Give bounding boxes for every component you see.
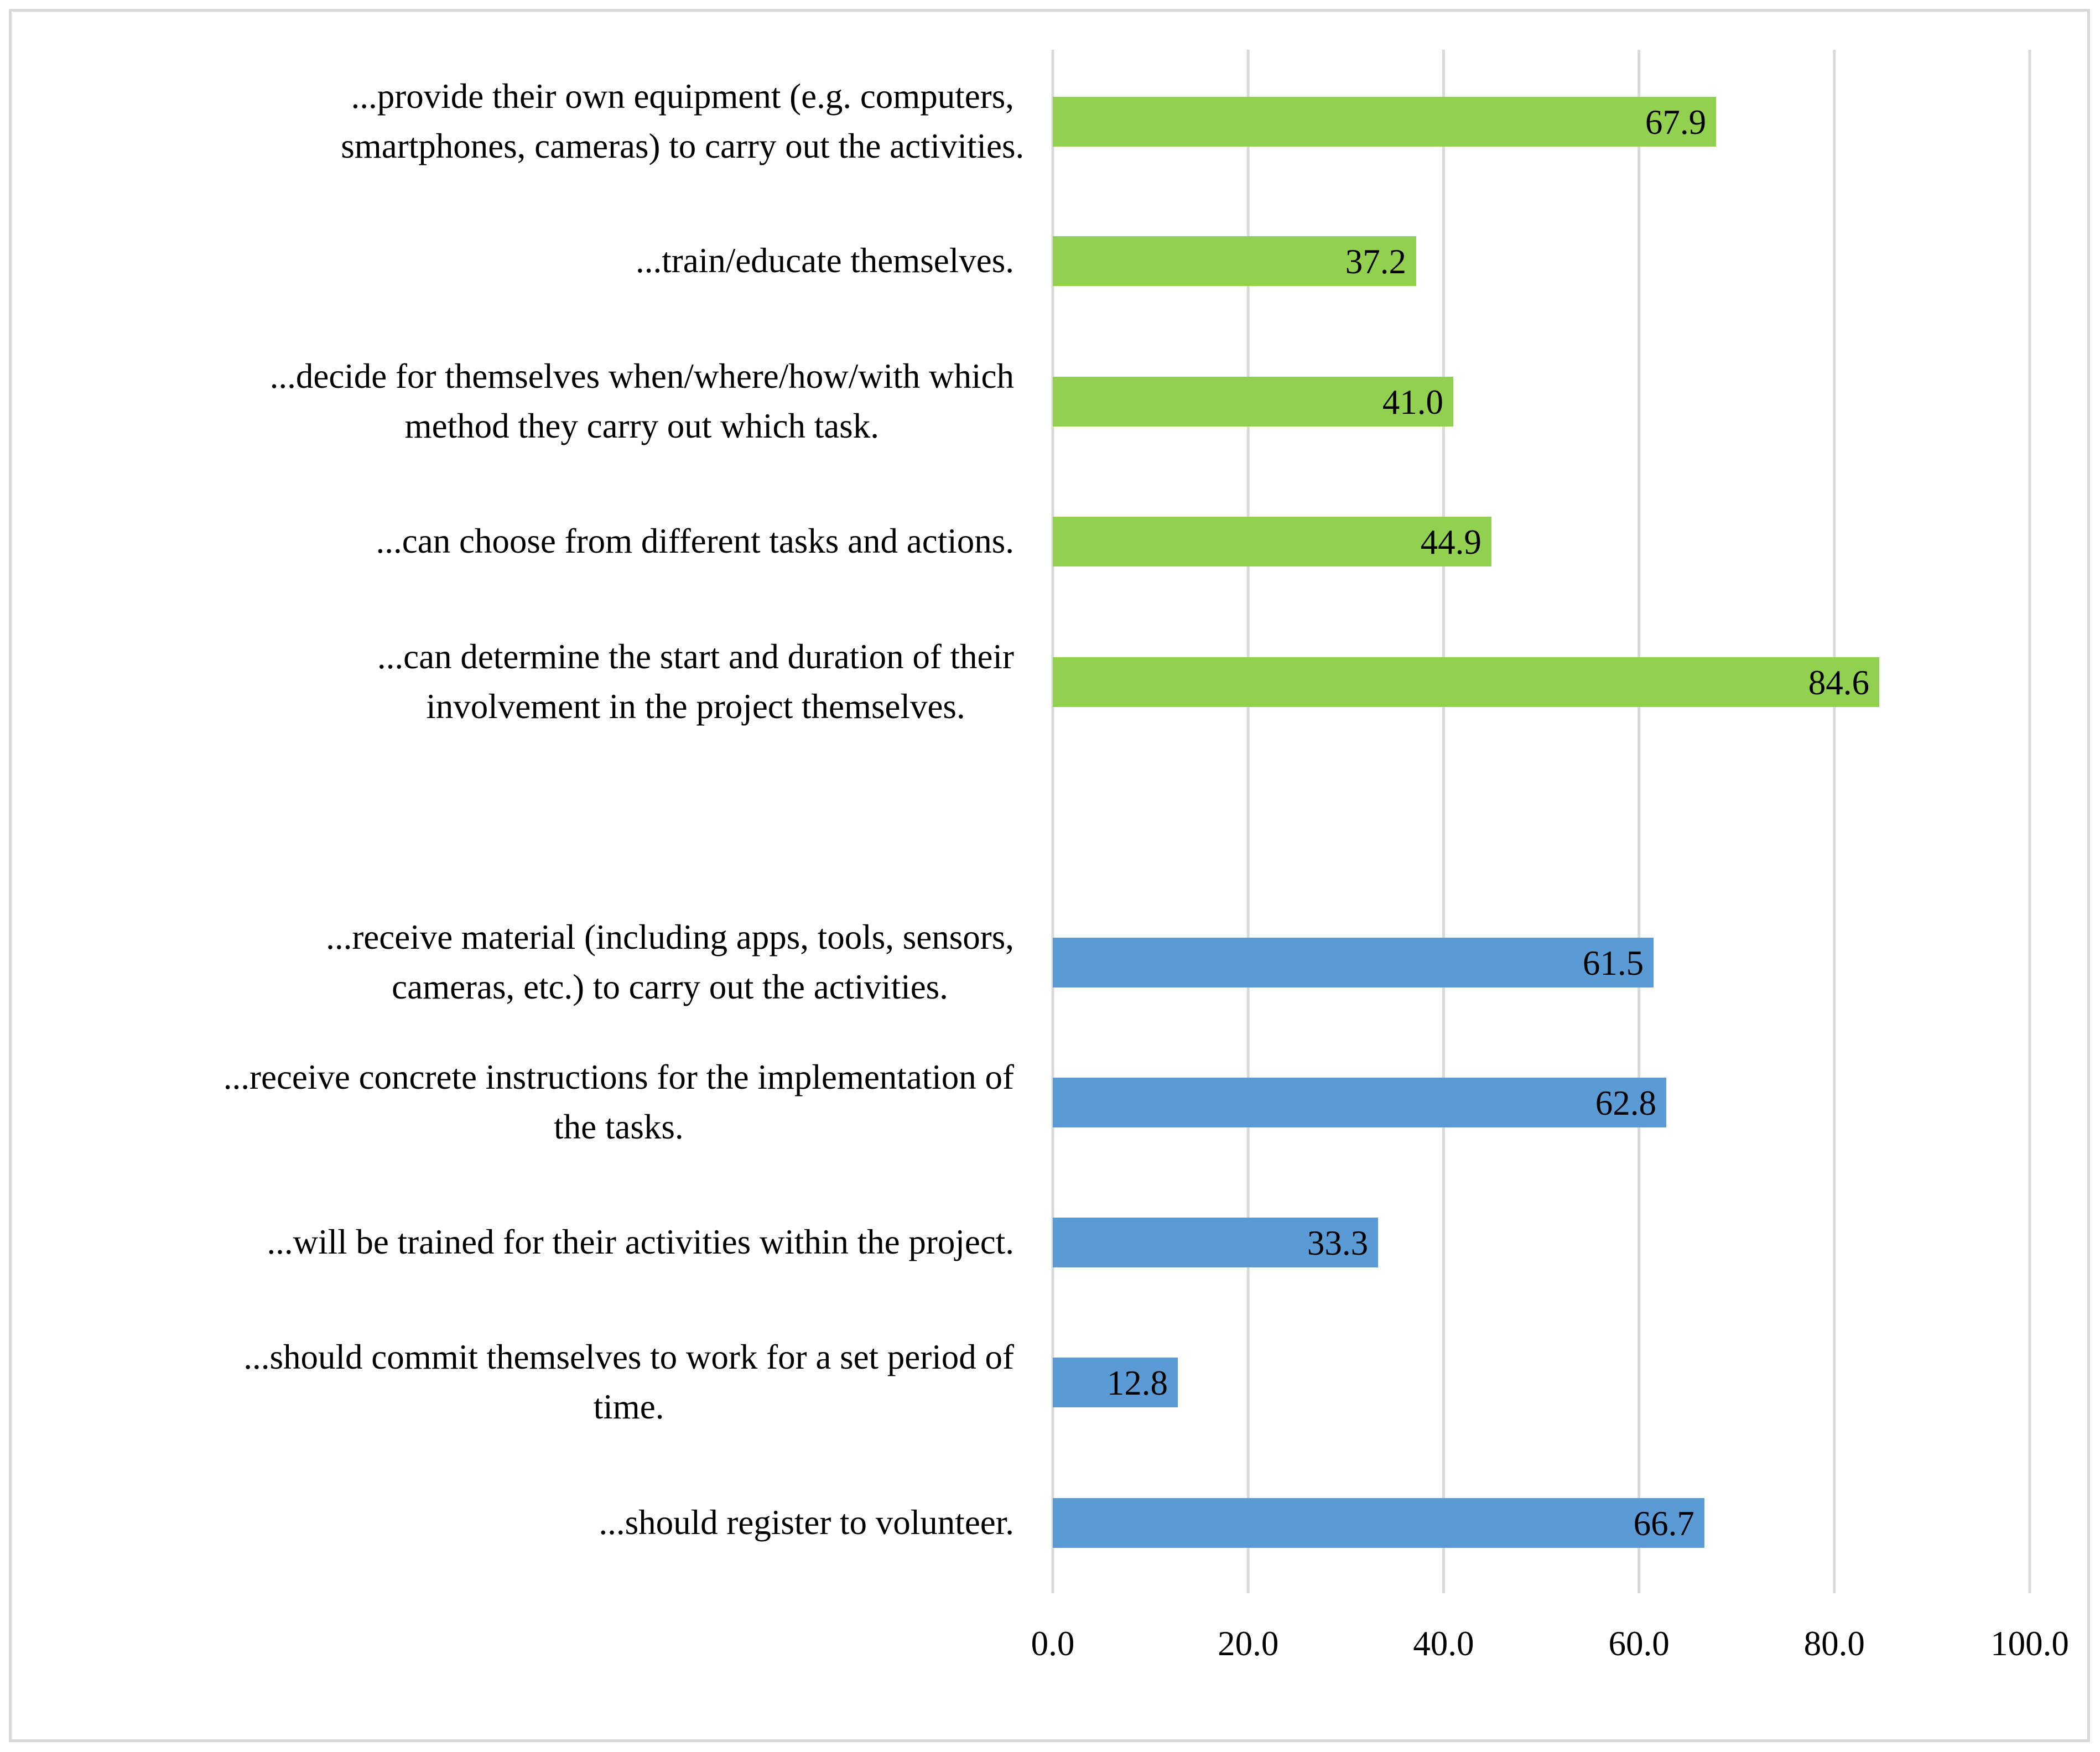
value-label-4: 84.6 bbox=[1808, 663, 1869, 702]
bar-3 bbox=[1053, 517, 1491, 566]
category-label-5-line-0: ...receive material (including apps, too… bbox=[326, 918, 1014, 956]
value-label-7: 33.3 bbox=[1307, 1224, 1368, 1262]
category-label-3-line-0: ...can choose from different tasks and a… bbox=[376, 522, 1014, 560]
category-label-8-line-0: ...should commit themselves to work for … bbox=[243, 1338, 1014, 1376]
bar-4 bbox=[1053, 657, 1880, 707]
x-axis-tick-labels: 0.0 20.0 40.0 60.0 80.0 100.0 bbox=[1031, 1624, 2069, 1663]
bar-7 bbox=[1053, 1218, 1379, 1267]
category-label-6-line-1: the tasks. bbox=[554, 1108, 683, 1146]
bar-6 bbox=[1053, 1078, 1667, 1127]
bar-9 bbox=[1053, 1498, 1704, 1548]
value-label-5: 61.5 bbox=[1583, 944, 1644, 982]
x-tick-label-3: 60.0 bbox=[1608, 1624, 1669, 1663]
bar-5 bbox=[1053, 938, 1654, 987]
category-labels: ...provide their own equipment (e.g. com… bbox=[223, 77, 1025, 1542]
category-label-6-line-0: ...receive concrete instructions for the… bbox=[223, 1058, 1014, 1096]
category-label-8-line-1: time. bbox=[594, 1387, 664, 1426]
category-label-7-line-0: ...will be trained for their activities … bbox=[267, 1223, 1014, 1261]
category-label-0-line-1: smartphones, cameras) to carry out the a… bbox=[341, 127, 1024, 165]
bar-8 bbox=[1053, 1358, 1178, 1407]
chart-frame bbox=[9, 9, 2090, 1742]
value-label-0: 67.9 bbox=[1645, 103, 1706, 142]
category-label-4-line-0: ...can determine the start and duration … bbox=[377, 637, 1014, 676]
x-tick-label-0: 0.0 bbox=[1031, 1624, 1075, 1663]
category-label-9-line-0: ...should register to volunteer. bbox=[599, 1503, 1014, 1542]
bar-0 bbox=[1053, 97, 1717, 147]
category-label-1-line-0: ...train/educate themselves. bbox=[636, 241, 1014, 280]
category-label-4-line-1: involvement in the project themselves. bbox=[426, 687, 965, 726]
category-label-2-line-0: ...decide for themselves when/where/how/… bbox=[270, 357, 1014, 396]
category-label-0-line-0: ...provide their own equipment (e.g. com… bbox=[351, 77, 1014, 116]
x-tick-label-1: 20.0 bbox=[1218, 1624, 1278, 1663]
value-labels: 67.9 37.2 41.0 44.9 84.6 61.5 62.8 33.3 12.8 66.7 bbox=[1107, 103, 1869, 1543]
x-tick-label-4: 80.0 bbox=[1804, 1624, 1865, 1663]
value-label-9: 66.7 bbox=[1634, 1504, 1694, 1543]
value-label-3: 44.9 bbox=[1421, 523, 1482, 562]
value-label-6: 62.8 bbox=[1595, 1084, 1656, 1122]
x-tick-label-2: 40.0 bbox=[1413, 1624, 1474, 1663]
category-label-5-line-1: cameras, etc.) to carry out the activiti… bbox=[392, 968, 948, 1006]
bar-2 bbox=[1053, 377, 1454, 427]
x-tick-label-5: 100.0 bbox=[1990, 1624, 2069, 1663]
bars bbox=[1053, 97, 1880, 1548]
bar-1 bbox=[1053, 236, 1416, 286]
value-label-2: 41.0 bbox=[1382, 383, 1443, 422]
value-label-1: 37.2 bbox=[1345, 242, 1406, 281]
gridlines bbox=[1051, 50, 2031, 1593]
value-label-8: 12.8 bbox=[1107, 1364, 1168, 1402]
category-label-2-line-1: method they carry out which task. bbox=[405, 407, 879, 445]
